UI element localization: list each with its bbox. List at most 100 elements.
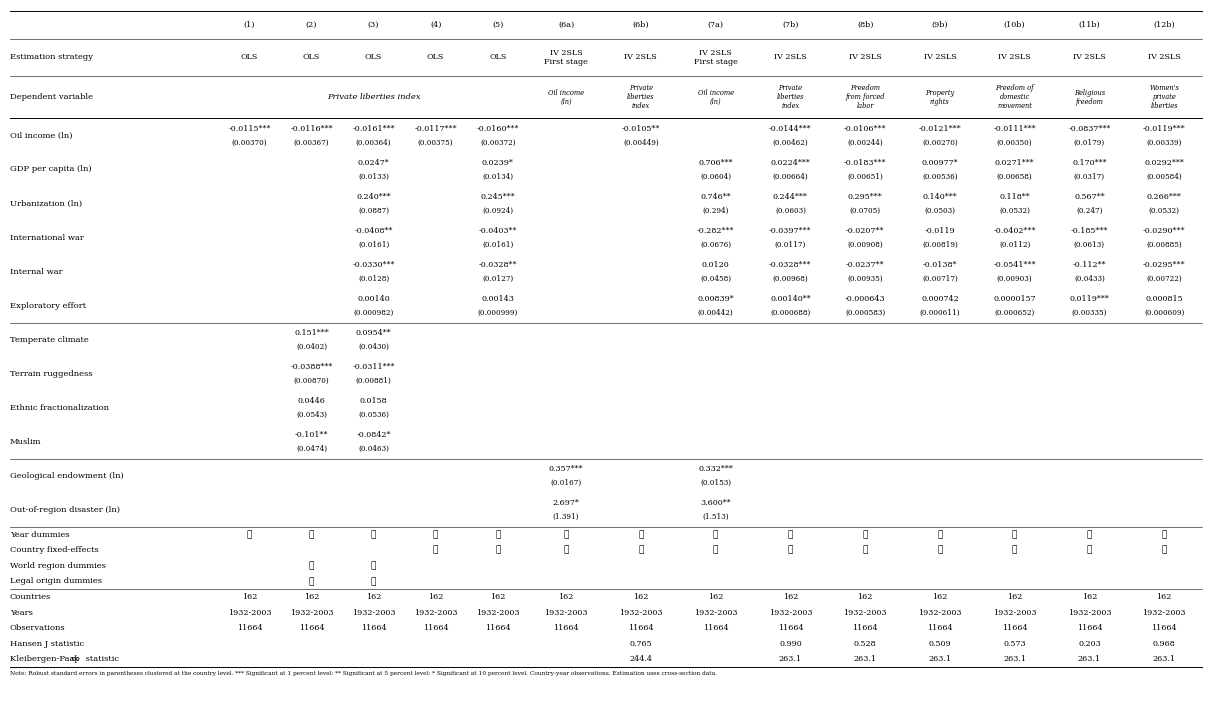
Text: Geological endowment (ln): Geological endowment (ln): [10, 471, 123, 480]
Text: -0.101**: -0.101**: [295, 431, 328, 439]
Text: 0.357***: 0.357***: [549, 465, 583, 473]
Text: 162: 162: [783, 593, 799, 601]
Text: 11664: 11664: [778, 624, 803, 632]
Text: -0.0388***: -0.0388***: [290, 363, 333, 371]
Text: 0.118**: 0.118**: [999, 193, 1030, 201]
Text: 1932-2003: 1932-2003: [1067, 608, 1111, 617]
Text: IV 2SLS
First stage: IV 2SLS First stage: [544, 49, 588, 66]
Text: ✓: ✓: [1162, 546, 1166, 554]
Text: Private
liberties
index: Private liberties index: [777, 84, 805, 111]
Text: 162: 162: [365, 593, 381, 601]
Text: (0.00372): (0.00372): [480, 139, 515, 147]
Text: (0.0179): (0.0179): [1073, 139, 1105, 147]
Text: 0.528: 0.528: [854, 640, 876, 648]
Text: 11664: 11664: [852, 624, 878, 632]
Text: -0.0116***: -0.0116***: [290, 125, 333, 133]
Text: (0.00370): (0.00370): [231, 139, 267, 147]
Text: 0.0446: 0.0446: [298, 397, 325, 405]
Text: 1932-2003: 1932-2003: [843, 608, 887, 617]
Text: (0.00935): (0.00935): [847, 275, 883, 283]
Text: (0.0153): (0.0153): [701, 479, 731, 487]
Text: 11664: 11664: [237, 624, 263, 632]
Text: 162: 162: [1157, 593, 1171, 601]
Text: IV 2SLS: IV 2SLS: [998, 53, 1031, 62]
Text: (0.0112): (0.0112): [999, 241, 1031, 249]
Text: Temperate climate: Temperate climate: [10, 335, 88, 344]
Text: ✓: ✓: [638, 530, 644, 539]
Text: (0.0167): (0.0167): [551, 479, 582, 487]
Text: OLS: OLS: [241, 53, 258, 62]
Text: (1.391): (1.391): [553, 513, 580, 521]
Text: 0.0224***: 0.0224***: [771, 159, 811, 167]
Text: ✓: ✓: [247, 530, 252, 539]
Text: (0.00364): (0.00364): [356, 139, 391, 147]
Text: -0.282***: -0.282***: [697, 227, 734, 235]
Text: (0.0117): (0.0117): [774, 241, 806, 249]
Text: 0.509: 0.509: [928, 640, 951, 648]
Text: (0.247): (0.247): [1076, 207, 1102, 215]
Text: 162: 162: [708, 593, 724, 601]
Text: 263.1: 263.1: [1003, 655, 1026, 664]
Text: 263.1: 263.1: [853, 655, 876, 664]
Text: -0.0397***: -0.0397***: [770, 227, 812, 235]
Text: ✓: ✓: [433, 546, 438, 554]
Text: (0.0705): (0.0705): [849, 207, 881, 215]
Text: (0.00442): (0.00442): [698, 309, 733, 317]
Text: (0.000583): (0.000583): [845, 309, 886, 317]
Text: 0.0158: 0.0158: [359, 397, 387, 405]
Text: 162: 162: [633, 593, 649, 601]
Text: 0.0239*: 0.0239*: [482, 159, 513, 167]
Text: (0.00664): (0.00664): [772, 173, 808, 181]
Text: 0.00977*: 0.00977*: [922, 159, 958, 167]
Text: 0.332***: 0.332***: [698, 465, 733, 473]
Text: ✓: ✓: [495, 546, 501, 554]
Text: (0.00968): (0.00968): [772, 275, 808, 283]
Text: 11664: 11664: [361, 624, 386, 632]
Text: -0.0403**: -0.0403**: [478, 227, 517, 235]
Text: -0.0402***: -0.0402***: [993, 227, 1036, 235]
Text: IV 2SLS: IV 2SLS: [1073, 53, 1106, 62]
Text: -0.0144***: -0.0144***: [770, 125, 812, 133]
Text: ✓: ✓: [433, 530, 438, 539]
Text: -0.0311***: -0.0311***: [352, 363, 394, 371]
Text: (0.0128): (0.0128): [358, 275, 390, 283]
Text: 244.4: 244.4: [629, 655, 652, 664]
Text: 1932-2003: 1932-2003: [476, 608, 519, 617]
Text: Urbanization (ln): Urbanization (ln): [10, 199, 82, 208]
Text: 0.0247*: 0.0247*: [358, 159, 390, 167]
Text: 0.00140**: 0.00140**: [770, 295, 811, 303]
Text: (0.000652): (0.000652): [995, 309, 1035, 317]
Text: Muslim: Muslim: [10, 437, 41, 446]
Text: -0.0160***: -0.0160***: [477, 125, 519, 133]
Text: ✓: ✓: [788, 546, 793, 554]
Text: (0.0613): (0.0613): [1073, 241, 1105, 249]
Text: 162: 162: [858, 593, 872, 601]
Text: (0.0133): (0.0133): [358, 173, 390, 181]
Text: (0.0474): (0.0474): [296, 445, 327, 453]
Text: Oil income
(ln): Oil income (ln): [548, 89, 584, 106]
Text: (0.000982): (0.000982): [353, 309, 393, 317]
Text: 0.567**: 0.567**: [1074, 193, 1105, 201]
Text: ✓: ✓: [938, 530, 943, 539]
Text: 0.0954**: 0.0954**: [356, 329, 392, 337]
Text: -0.0237**: -0.0237**: [846, 261, 885, 269]
Text: ✓: ✓: [1087, 530, 1093, 539]
Text: Freedom of
domestic
movement: Freedom of domestic movement: [996, 84, 1035, 111]
Text: (0.00350): (0.00350): [997, 139, 1032, 147]
Text: (0.0532): (0.0532): [1148, 207, 1180, 215]
Text: 162: 162: [304, 593, 319, 601]
Text: Exploratory effort: Exploratory effort: [10, 301, 86, 310]
Text: (0.00449): (0.00449): [623, 139, 658, 147]
Text: Private liberties index: Private liberties index: [327, 93, 420, 101]
Text: (0.00881): (0.00881): [356, 377, 392, 385]
Text: Freedom
from forced
labor: Freedom from forced labor: [846, 84, 885, 111]
Text: 0.0271***: 0.0271***: [995, 159, 1035, 167]
Text: -0.0138*: -0.0138*: [923, 261, 957, 269]
Text: 162: 162: [1082, 593, 1097, 601]
Text: ✓: ✓: [495, 530, 501, 539]
Text: Religious
freedom: Religious freedom: [1073, 89, 1105, 106]
Text: ✓: ✓: [1087, 546, 1093, 554]
Text: Note: Robust standard errors in parentheses clustered at the country level. *** : Note: Robust standard errors in parenthe…: [10, 671, 716, 676]
Text: (0.0161): (0.0161): [358, 241, 390, 249]
Text: 3.600**: 3.600**: [701, 499, 731, 507]
